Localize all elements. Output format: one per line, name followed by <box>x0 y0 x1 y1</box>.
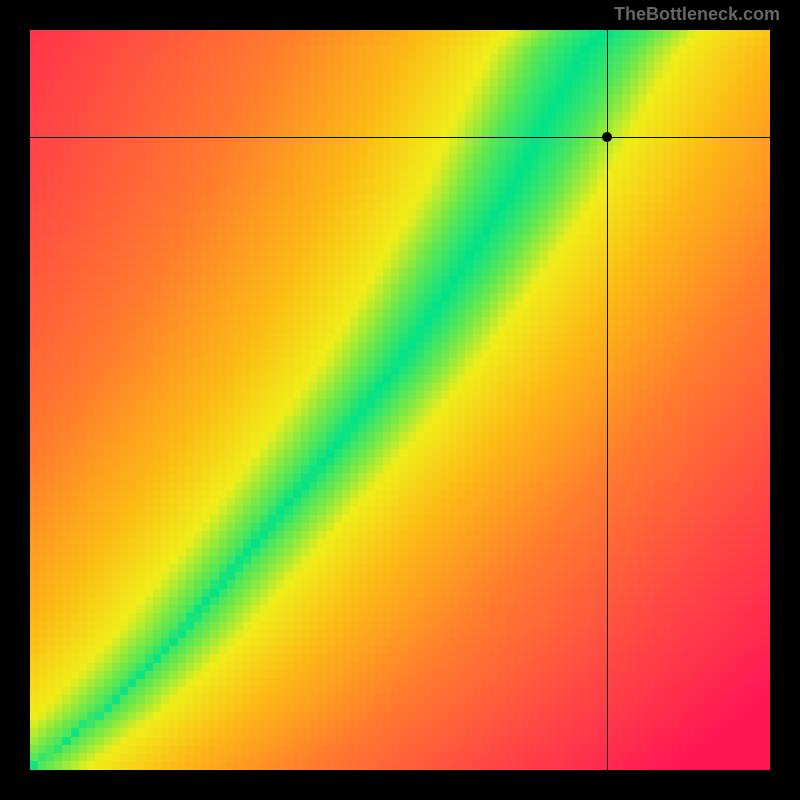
heatmap-canvas <box>30 30 770 770</box>
watermark-text: TheBottleneck.com <box>614 4 780 25</box>
heatmap-plot <box>30 30 770 770</box>
crosshair-horizontal <box>30 137 770 138</box>
crosshair-marker <box>602 132 612 142</box>
